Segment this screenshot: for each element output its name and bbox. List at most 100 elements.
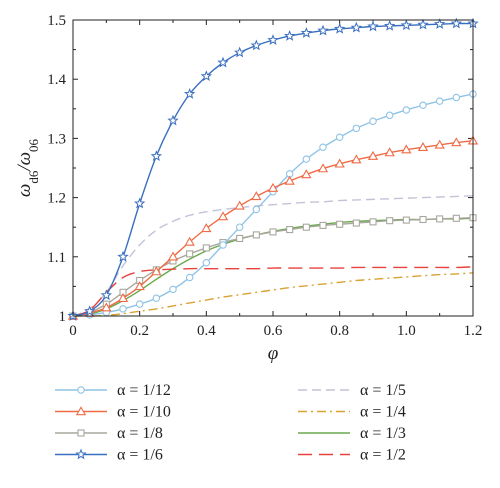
data-point [417, 141, 429, 151]
data-point [251, 191, 262, 201]
data-point [217, 56, 229, 68]
data-point [100, 289, 113, 301]
data-point [119, 305, 127, 313]
data-point [400, 19, 413, 31]
data-point [150, 150, 163, 161]
data-point [202, 244, 210, 252]
data-point [317, 24, 329, 36]
data-point [252, 231, 260, 239]
data-point [352, 124, 361, 133]
data-point [233, 46, 246, 58]
data-point [336, 220, 344, 228]
legend-label: α = 1/5 [360, 382, 406, 399]
data-point [402, 106, 411, 114]
data-point [269, 228, 277, 236]
legend-label: α = 1/10 [117, 404, 171, 421]
data-point [77, 386, 85, 394]
data-point [301, 169, 312, 179]
legend-item: α = 1/10 [55, 404, 171, 421]
data-point [369, 218, 377, 226]
y-tick-label: 1.4 [47, 72, 66, 88]
data-point [369, 117, 377, 125]
data-point [117, 250, 129, 262]
data-point [283, 30, 296, 41]
data-point [101, 302, 112, 312]
data-point [151, 266, 162, 276]
x-tick-label: 0.8 [330, 323, 349, 339]
y-tick-label: 1.1 [47, 250, 66, 266]
data-point [152, 294, 161, 302]
data-point [436, 215, 444, 223]
data-point [334, 158, 345, 168]
data-point [167, 251, 179, 261]
data-point [117, 292, 129, 302]
data-point [234, 200, 245, 210]
data-point [452, 214, 460, 222]
data-point [284, 175, 295, 185]
series-4 [67, 17, 479, 321]
legend-label: α = 1/6 [117, 447, 163, 464]
data-point [300, 27, 313, 38]
legend-item: α = 1/6 [55, 447, 163, 464]
data-point [75, 406, 87, 416]
data-point [435, 97, 444, 105]
legend-item: α = 1/2 [298, 447, 406, 464]
data-point [236, 234, 244, 242]
y-tick-label: 1.2 [47, 191, 66, 207]
y-tick-label: 1.3 [47, 131, 66, 147]
data-point [433, 18, 446, 29]
data-point [267, 34, 279, 45]
data-point [302, 223, 310, 231]
data-point [201, 223, 212, 233]
data-point [419, 215, 427, 224]
legend-label: α = 1/12 [117, 382, 171, 399]
series-line [72, 140, 474, 317]
data-point [77, 429, 85, 437]
data-point [451, 137, 462, 147]
series-2 [67, 135, 479, 320]
data-point [367, 150, 379, 160]
plot-frame [72, 19, 474, 317]
data-point [185, 273, 194, 282]
data-point [434, 139, 445, 149]
data-point [302, 155, 311, 163]
data-point [219, 241, 227, 249]
data-point [402, 216, 410, 224]
data-point [350, 21, 363, 33]
x-tick-label: 0.2 [130, 323, 149, 339]
series-line [72, 266, 474, 317]
data-point [167, 114, 179, 126]
data-point [367, 20, 379, 32]
series-8 [72, 266, 474, 317]
data-point [319, 143, 327, 152]
data-point [384, 147, 395, 157]
data-point [169, 285, 177, 294]
data-point [335, 133, 344, 141]
data-point [250, 39, 263, 51]
data-point [386, 217, 394, 225]
data-point [134, 281, 145, 291]
legend-item: α = 1/4 [298, 404, 406, 421]
data-point [351, 154, 362, 164]
data-point [133, 197, 146, 209]
legend-label: α = 1/8 [117, 425, 163, 442]
legend-label: α = 1/2 [360, 447, 406, 464]
data-point [186, 250, 194, 258]
axis-ticks: 0 0.2 0.4 0.6 0.8 1.0 1.2 1 1.1 1.2 1.3 1.4 1.5 [47, 13, 482, 339]
data-point [419, 101, 427, 109]
data-point [417, 18, 429, 30]
y-tick-label: 1.5 [47, 13, 66, 29]
data-point [83, 305, 96, 317]
legend-item: α = 1/5 [298, 382, 406, 399]
data-point [385, 111, 394, 120]
x-tick-label: 1.2 [464, 323, 483, 339]
data-point [252, 205, 261, 214]
plot-series [67, 17, 479, 321]
y-tick-label: 1 [59, 309, 67, 325]
data-point [200, 70, 213, 82]
legend-label: α = 1/3 [360, 425, 406, 442]
data-point [452, 93, 461, 102]
data-point [235, 223, 244, 231]
y-axis-label: ωd6/ω06 [14, 138, 41, 197]
